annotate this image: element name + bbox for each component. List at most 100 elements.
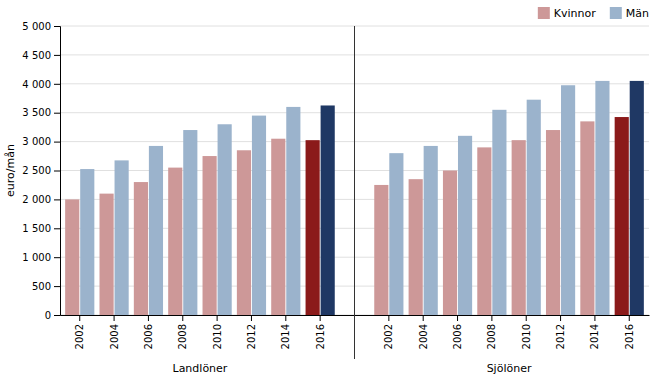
bar [409,179,423,315]
x-tick-mark [457,315,458,321]
x-tick: 2006 [143,315,154,349]
x-tick-label: 2012 [246,324,257,349]
legend-label: Män [626,7,649,20]
bar [595,81,609,315]
x-tick-mark [388,315,389,321]
group-label: Sjölöner [487,362,532,375]
y-tick-mark [54,113,60,114]
bar [115,160,129,315]
x-tick-label: 2002 [74,324,85,349]
legend-swatch [610,7,622,19]
x-tick-mark [560,315,561,321]
x-tick-label: 2014 [280,324,291,349]
y-tick-mark [54,286,60,287]
x-tick: 2002 [74,315,85,349]
group-label: Landlöner [173,362,228,375]
x-tick-label: 2014 [589,324,600,349]
x-tick-mark [320,315,321,321]
legend-item: Kvinnor [538,7,596,20]
group-divider [354,26,355,359]
y-tick-mark [54,257,60,258]
y-tick-mark [54,55,60,56]
legend-item: Män [610,7,649,20]
x-tick: 2014 [280,315,291,349]
x-tick-label: 2010 [521,324,532,349]
chart: 2002200420062008201020122014201620022004… [0,0,661,379]
bar [149,146,163,315]
x-tick-mark [423,315,424,321]
y-tick-label: 4 500 [22,50,51,61]
x-tick-mark [251,315,252,321]
y-tick: 1 000 [22,252,60,263]
x-tick-mark [629,315,630,321]
y-tick: 4 500 [22,50,60,61]
y-tick-label: 1 000 [22,252,51,263]
bar [183,130,197,315]
x-tick-mark [148,315,149,321]
x-tick-label: 2010 [212,324,223,349]
y-tick-label: 3 500 [22,107,51,118]
bar [168,168,182,315]
bar [252,116,266,315]
bar [203,156,217,315]
bar [477,147,491,315]
y-tick-label: 2 000 [22,194,51,205]
y-tick-mark [54,142,60,143]
bar [512,140,526,315]
bar [546,130,560,315]
y-tick-label: 3 000 [22,136,51,147]
y-axis-line [54,27,61,316]
x-tick-mark [594,315,595,321]
y-tick-mark [54,84,60,85]
bar [630,81,644,315]
bar [443,171,457,316]
y-tick-mark [54,199,60,200]
bar [306,140,320,315]
legend: Kvinnor Män [538,7,649,20]
y-tick: 2 000 [22,194,60,205]
x-tick: 2014 [589,315,600,349]
bar [458,136,472,315]
y-tick-label: 1 500 [22,223,51,234]
bar [374,185,388,315]
x-tick-mark [285,315,286,321]
bar [99,194,113,315]
y-tick: 4 000 [22,79,60,90]
bar [389,153,403,315]
y-tick: 0 [45,310,60,321]
bar [237,150,251,315]
y-tick-label: 0 [45,310,51,321]
x-tick: 2016 [624,315,635,349]
bar [271,139,285,315]
y-tick: 1 500 [22,223,60,234]
legend-label: Kvinnor [554,7,596,20]
y-tick: 5 000 [22,21,60,32]
x-tick-mark [79,315,80,321]
plot: 2002200420062008201020122014201620022004… [4,21,650,375]
y-tick-label: 500 [32,281,51,292]
bar [134,182,148,315]
bar [321,105,335,315]
x-tick-mark [491,315,492,321]
bar [580,121,594,315]
y-tick: 3 500 [22,107,60,118]
chart-container: 2002200420062008201020122014201620022004… [0,0,661,379]
bar [561,85,575,315]
x-tick: 2008 [486,315,497,349]
y-tick-mark [54,171,60,172]
x-tick-mark [217,315,218,321]
x-tick: 2006 [452,315,463,349]
x-tick-label: 2002 [383,324,394,349]
y-tick: 3 000 [22,136,60,147]
x-tick-label: 2006 [143,324,154,349]
bar [80,169,94,315]
x-tick: 2008 [177,315,188,349]
y-tick-label: 4 000 [22,79,51,90]
x-tick-mark [526,315,527,321]
x-tick: 2010 [521,315,532,349]
x-tick-label: 2016 [315,324,326,349]
y-tick: 500 [32,281,60,292]
bar [492,110,506,315]
x-tick-label: 2016 [624,324,635,349]
y-axis: 05001 0001 5002 0002 5003 0003 5004 0004… [22,21,60,321]
